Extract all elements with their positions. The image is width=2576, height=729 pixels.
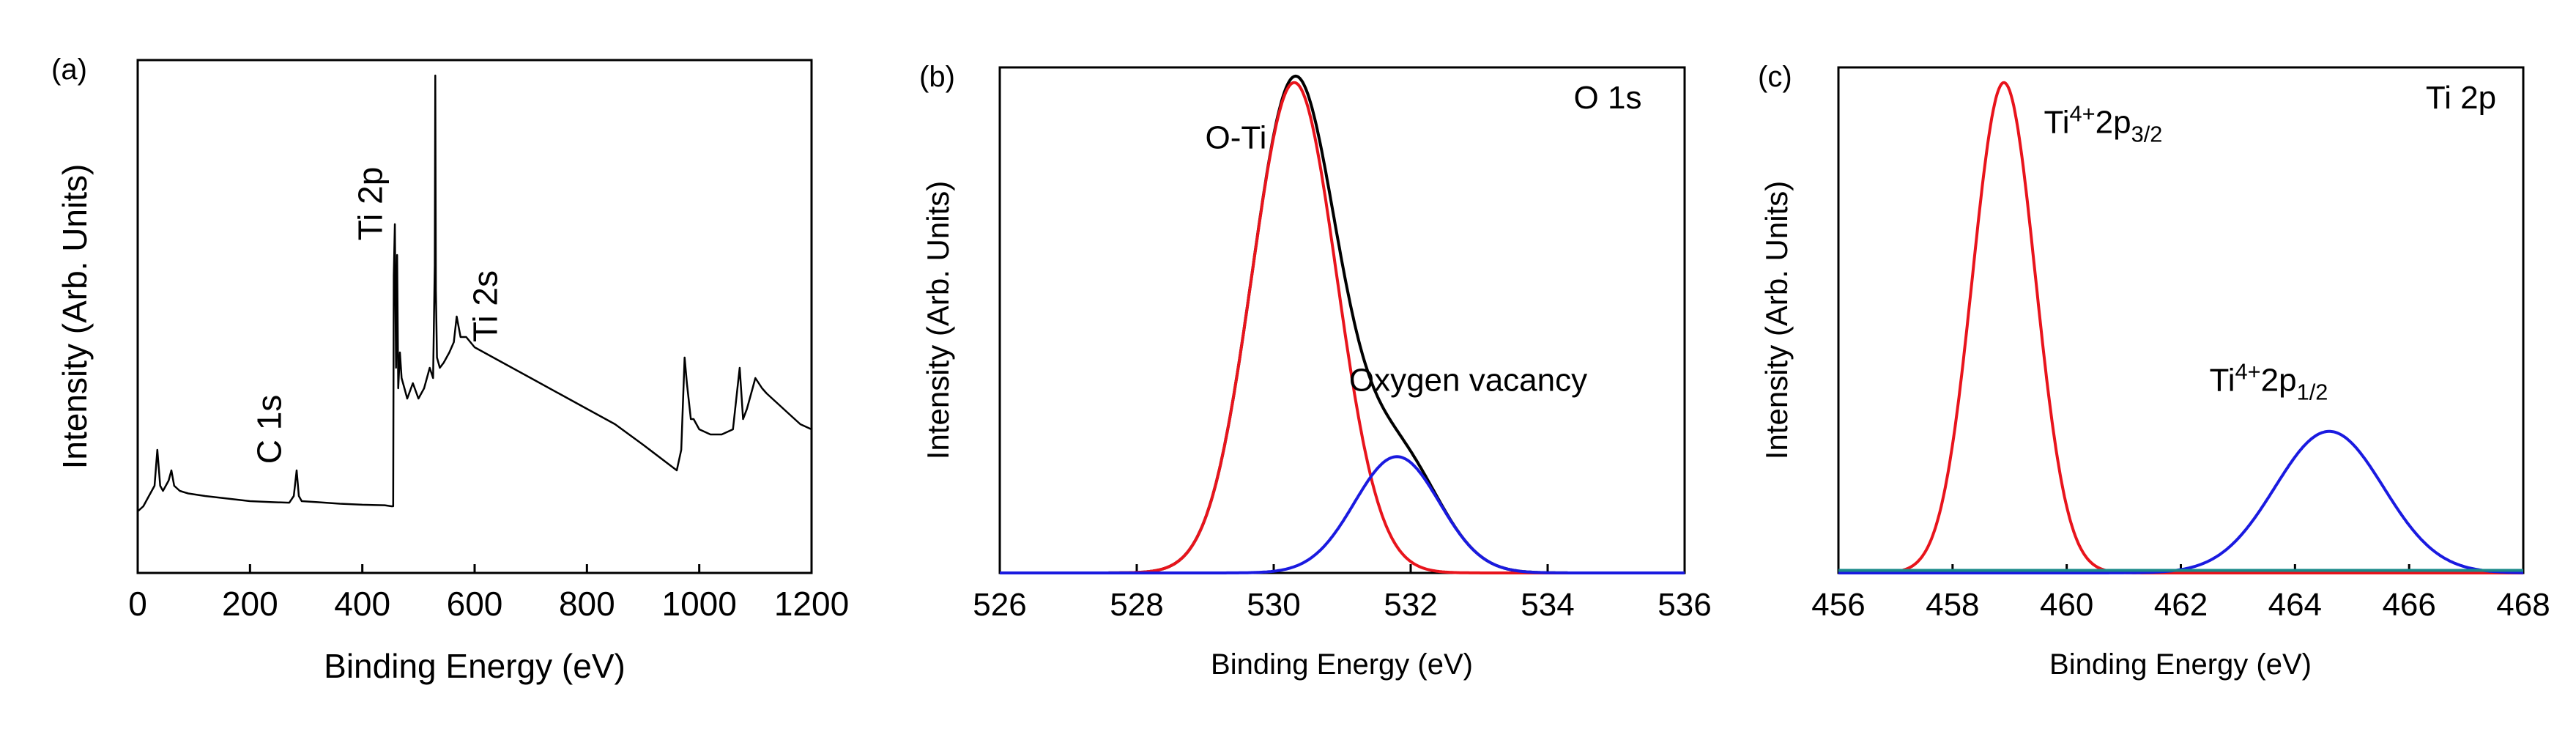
annotation-superscript: 4+: [2070, 101, 2096, 127]
x-tick-label: 1000: [661, 585, 736, 623]
x-tick-label: 468: [2496, 587, 2550, 623]
peak-annotation: Ti4+2p3/2: [2044, 101, 2163, 147]
x-tick-label: 458: [1926, 587, 1979, 623]
panel-c-y-axis-label: Intensity (Arb. Units): [1759, 181, 1794, 459]
panel-a-label: (a): [51, 53, 87, 86]
panel-a-y-axis-label: Intensity (Arb. Units): [56, 164, 94, 470]
panel-b-x-axis: 526 528 530 532 534 536: [973, 564, 1712, 623]
annotation-orbital: 2p: [2261, 363, 2297, 399]
panel-b-label: (b): [919, 61, 955, 93]
annotation-superscript: 4+: [2235, 359, 2260, 385]
panel-b-annotations: O-Ti Oxygen vacancy: [1206, 119, 1588, 398]
annotation-subscript: 3/2: [2131, 122, 2163, 147]
series-line-o-ti: [999, 81, 1685, 574]
annotation-main: Ti: [2209, 363, 2235, 399]
annotation-orbital: 2p: [2096, 105, 2131, 141]
panel-c-label: (c): [1758, 61, 1792, 93]
annotation-subscript: 1/2: [2297, 380, 2328, 405]
panel-a-annotations: C 1s Ti 2p Ti 2s: [250, 167, 505, 465]
x-tick-label: 466: [2382, 587, 2435, 623]
panel-c-ti2p-spectrum: (c) 456 458 460 462 464 466 468 Ti4+2p3/2Ti4+2…: [1758, 61, 2550, 681]
series-line-survey: [137, 74, 812, 512]
panel-b-y-axis-label: Intensity (Arb. Units): [921, 181, 955, 459]
panel-c-x-axis: 456 458 460 462 464 466 468: [1811, 564, 2550, 623]
x-tick-label: 532: [1384, 587, 1437, 623]
peak-annotation: C 1s: [250, 395, 289, 465]
panel-c-frame: [1837, 66, 2525, 574]
panel-b-series: [999, 74, 1685, 574]
panel-b-title: O 1s: [1574, 80, 1642, 116]
panel-c-x-axis-label: Binding Energy (eV): [2049, 648, 2312, 681]
peak-annotation: O-Ti: [1206, 119, 1267, 155]
panel-a-plot-area: 0 200 400 600 800 1000 1200 C 1s Ti 2p Ti 2s: [128, 59, 849, 623]
x-tick-label: 400: [334, 585, 390, 623]
x-tick-label: 456: [1811, 587, 1865, 623]
panel-b-o1s-spectrum: (b) 526 528 530 532 534 536 O-Ti Oxygen vacanc…: [919, 61, 1712, 681]
panel-b-frame: [998, 66, 1686, 574]
x-tick-label: 464: [2268, 587, 2322, 623]
x-tick-label: 462: [2154, 587, 2208, 623]
panel-a-x-axis-label: Binding Energy (eV): [324, 647, 626, 685]
series-line-ti4-2p3-2: [1838, 81, 2524, 574]
series-line-oxygen-vacancy: [999, 455, 1685, 574]
annotation-main: Ti: [2044, 105, 2070, 141]
series-line-envelope: [999, 74, 1685, 574]
x-tick-label: 526: [973, 587, 1026, 623]
x-tick-label: 800: [559, 585, 615, 623]
x-tick-label: 1200: [774, 585, 849, 623]
panel-b-x-axis-label: Binding Energy (eV): [1211, 648, 1473, 681]
panel-b-plot-area: 526 528 530 532 534 536 O-Ti Oxygen vacancy: [973, 66, 1712, 623]
x-tick-label: 460: [2040, 587, 2093, 623]
peak-annotation: Ti 2p: [352, 167, 390, 241]
x-tick-label: 200: [222, 585, 278, 623]
panel-a-series: [137, 74, 812, 512]
x-tick-label: 536: [1658, 587, 1711, 623]
x-tick-label: 600: [447, 585, 503, 623]
panel-a-x-axis: 0 200 400 600 800 1000 1200: [128, 564, 849, 623]
x-tick-label: 528: [1110, 587, 1163, 623]
peak-annotation: Ti 2s: [467, 270, 505, 342]
x-tick-label: 530: [1247, 587, 1300, 623]
x-tick-label: 534: [1521, 587, 1574, 623]
panel-c-series: [1838, 81, 2524, 574]
peak-annotation: Ti4+2p1/2: [2209, 359, 2328, 405]
x-tick-label: 0: [128, 585, 147, 623]
peak-annotation: Oxygen vacancy: [1349, 363, 1587, 399]
panel-a-survey-spectrum: (a) 0 200 400 600 800 1000 1200 C 1s Ti 2p Ti 2s…: [51, 53, 849, 685]
panel-c-title: Ti 2p: [2426, 80, 2496, 116]
